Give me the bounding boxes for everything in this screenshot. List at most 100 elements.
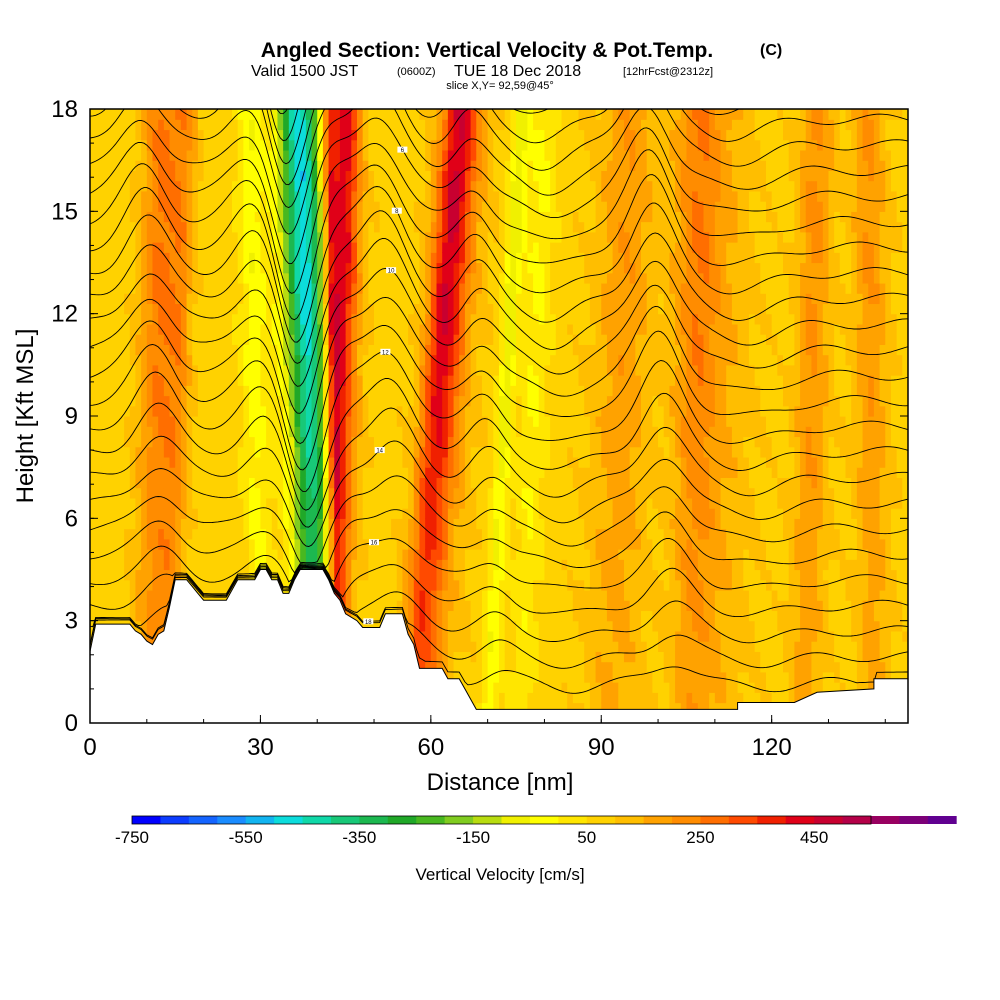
velocity-cell xyxy=(226,416,233,427)
velocity-cell xyxy=(425,180,432,192)
velocity-cell xyxy=(544,272,551,284)
velocity-cell xyxy=(220,201,227,212)
velocity-cell xyxy=(169,160,176,171)
velocity-cell xyxy=(351,416,358,427)
velocity-cell xyxy=(288,497,296,509)
velocity-cell xyxy=(413,620,421,632)
velocity-cell xyxy=(158,293,165,305)
velocity-cell xyxy=(175,272,182,284)
velocity-cell xyxy=(487,221,494,233)
velocity-cell xyxy=(538,579,546,591)
velocity-cell xyxy=(322,190,330,202)
velocity-cell xyxy=(243,211,250,223)
velocity-cell xyxy=(521,242,528,253)
velocity-cell xyxy=(266,528,273,540)
velocity-cell xyxy=(499,109,506,120)
velocity-cell xyxy=(294,252,301,264)
velocity-cell xyxy=(356,344,364,356)
velocity-cell xyxy=(152,262,159,274)
velocity-cell xyxy=(322,242,330,253)
velocity-cell xyxy=(550,354,557,366)
velocity-cell xyxy=(129,231,137,243)
velocity-cell xyxy=(249,170,256,182)
velocity-cell xyxy=(334,109,341,120)
velocity-cell xyxy=(260,221,267,233)
velocity-cell xyxy=(481,671,489,683)
velocity-cell xyxy=(408,436,415,448)
velocity-cell xyxy=(197,385,205,397)
velocity-cell xyxy=(550,549,557,560)
velocity-cell xyxy=(180,426,188,438)
velocity-cell xyxy=(317,262,324,274)
velocity-cell xyxy=(197,405,205,417)
velocity-cell xyxy=(135,252,142,264)
velocity-cell xyxy=(362,170,369,182)
velocity-cell xyxy=(470,467,477,478)
velocity-cell xyxy=(402,354,409,366)
velocity-cell xyxy=(175,313,182,325)
velocity-cell xyxy=(487,303,494,315)
velocity-cell xyxy=(288,303,296,315)
velocity-cell xyxy=(226,282,233,294)
velocity-cell xyxy=(459,282,466,294)
velocity-cell xyxy=(481,109,489,120)
velocity-cell xyxy=(385,436,392,448)
velocity-cell xyxy=(283,446,290,458)
velocity-cell xyxy=(510,201,517,212)
velocity-cell xyxy=(271,385,279,397)
velocity-cell xyxy=(459,436,466,448)
velocity-cell xyxy=(135,487,142,499)
velocity-cell xyxy=(243,129,250,141)
velocity-cell xyxy=(510,651,517,663)
velocity-cell xyxy=(408,467,415,478)
velocity-cell xyxy=(391,518,398,530)
velocity-cell xyxy=(374,549,381,560)
velocity-cell xyxy=(260,518,267,530)
velocity-cell xyxy=(141,149,148,161)
velocity-cell xyxy=(311,293,318,305)
velocity-cell xyxy=(374,426,381,438)
velocity-cell xyxy=(197,569,205,581)
velocity-cell xyxy=(453,180,460,192)
velocity-cell xyxy=(311,109,318,120)
velocity-cell xyxy=(396,559,404,571)
velocity-cell xyxy=(504,293,511,305)
velocity-cell xyxy=(447,426,455,438)
velocity-cell xyxy=(442,211,449,223)
velocity-cell xyxy=(152,436,159,448)
velocity-cell xyxy=(544,160,551,171)
velocity-cell xyxy=(107,344,114,356)
velocity-cell xyxy=(425,211,432,223)
velocity-cell xyxy=(197,180,205,192)
velocity-cell xyxy=(118,497,125,509)
velocity-cell xyxy=(317,395,324,407)
velocity-cell xyxy=(305,518,313,530)
velocity-cell xyxy=(192,487,199,499)
velocity-cell xyxy=(146,497,154,509)
velocity-cell xyxy=(351,109,358,120)
velocity-cell xyxy=(243,487,250,499)
velocity-cell xyxy=(402,313,409,325)
velocity-cell xyxy=(214,201,222,212)
velocity-cell xyxy=(146,313,154,325)
velocity-cell xyxy=(391,467,398,478)
velocity-cell xyxy=(555,671,563,683)
velocity-cell xyxy=(118,170,125,182)
velocity-cell xyxy=(334,375,341,386)
velocity-cell xyxy=(112,395,119,407)
velocity-cell xyxy=(146,303,154,315)
velocity-cell xyxy=(124,354,131,366)
velocity-cell xyxy=(90,221,97,233)
velocity-cell xyxy=(510,426,517,438)
velocity-cell xyxy=(95,242,102,253)
velocity-cell xyxy=(447,641,455,652)
velocity-cell xyxy=(152,620,159,632)
velocity-cell xyxy=(283,467,290,478)
velocity-cell xyxy=(135,109,142,120)
velocity-cell xyxy=(499,375,506,386)
velocity-cell xyxy=(550,149,557,161)
velocity-cell xyxy=(510,467,517,478)
velocity-cell xyxy=(334,313,341,325)
velocity-cell xyxy=(487,119,494,131)
velocity-cell xyxy=(192,170,199,182)
